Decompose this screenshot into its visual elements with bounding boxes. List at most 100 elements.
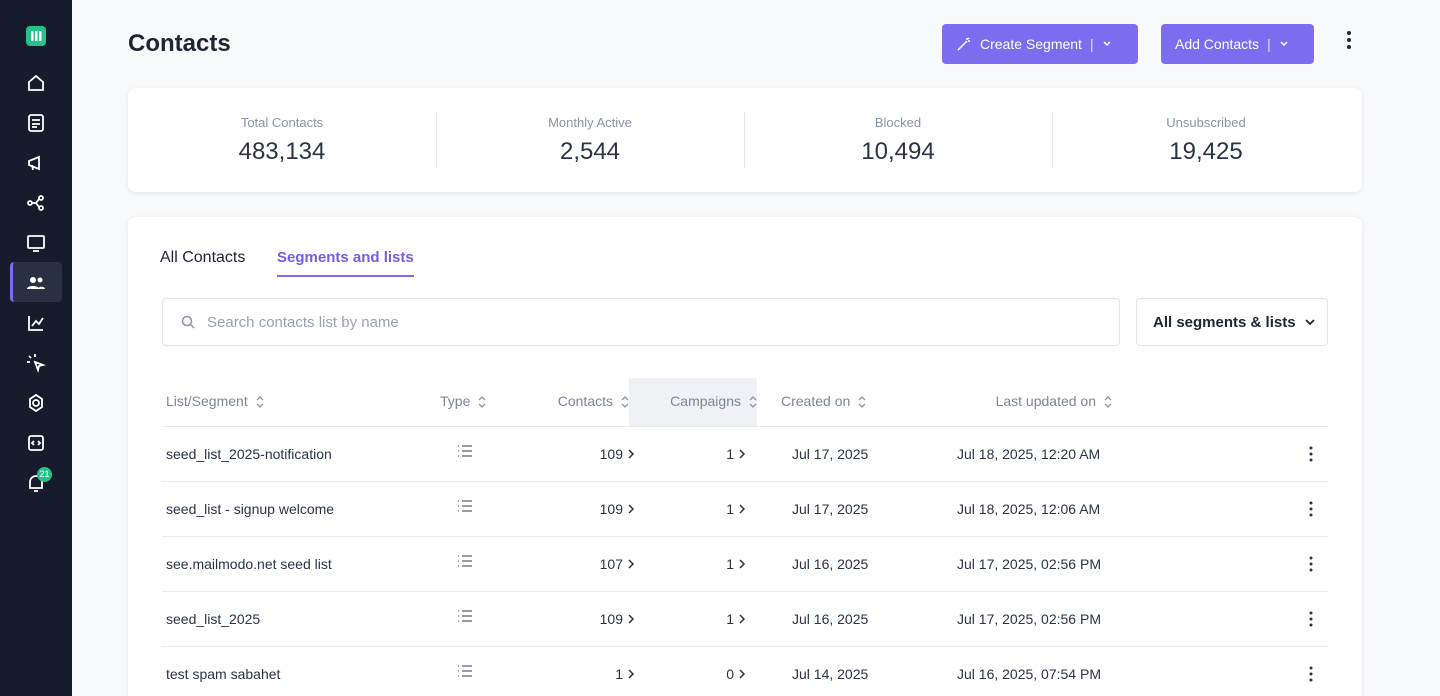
forms-icon[interactable] (26, 233, 46, 253)
header-label[interactable]: Last updated on (995, 393, 1096, 409)
updated-on: Jul 16, 2025, 07:54 PM (957, 666, 1101, 682)
count[interactable]: 1 (615, 666, 623, 682)
stat-value: 19,425 (1169, 138, 1243, 165)
stat-value: 483,134 (238, 138, 326, 165)
table-row: test spam sabahet 1 0 Jul 14, 2025 Jul 16, 2… (162, 646, 1328, 696)
stat-label: Monthly Active (548, 115, 632, 130)
campaigns-count: 1 (726, 611, 746, 627)
type-icon (457, 499, 473, 516)
page-title: Contacts (128, 30, 231, 57)
column-header: Type (440, 393, 486, 409)
filter-label: All segments & lists (1153, 313, 1296, 331)
list-name: test spam sabahet (166, 666, 281, 682)
stat-label: Unsubscribed (1166, 115, 1246, 130)
count[interactable]: 1 (726, 556, 734, 572)
header-label[interactable]: Type (440, 393, 471, 409)
row-menu[interactable] (1308, 556, 1314, 575)
stat: Unsubscribed 19,425 (1052, 88, 1360, 192)
updated-on: Jul 17, 2025, 02:56 PM (957, 556, 1101, 572)
list-name: seed_list_2025-notification (166, 446, 332, 462)
notification-badge: 21 (37, 467, 52, 482)
header-label[interactable]: Campaigns (670, 393, 741, 409)
divider (436, 112, 437, 168)
column-header: Campaigns (670, 393, 757, 409)
stat-value: 2,544 (559, 138, 621, 165)
table-row: seed_list - signup welcome 109 1 Jul 17, 20… (162, 481, 1328, 536)
campaigns-icon[interactable] (26, 153, 46, 173)
lists-card: All Contacts Segments and lists Search c… (128, 217, 1362, 696)
count[interactable]: 109 (599, 501, 623, 517)
list-name: seed_list - signup welcome (166, 501, 335, 517)
header-label[interactable]: Contacts (557, 393, 613, 409)
count[interactable]: 1 (726, 611, 734, 627)
table-row: see.mailmodo.net seed list 107 1 Jul 16, 20… (162, 536, 1328, 591)
notifications-icon[interactable] (26, 473, 46, 493)
analytics-icon[interactable] (26, 313, 46, 333)
filter-dropdown[interactable]: All segments & lists (1136, 298, 1328, 346)
campaigns-count: 0 (726, 666, 746, 682)
row-menu[interactable] (1308, 666, 1314, 685)
count[interactable]: 0 (726, 666, 734, 682)
search-box[interactable]: Search contacts list by name (162, 298, 1120, 346)
updated-on: Jul 18, 2025, 12:06 AM (957, 501, 1101, 517)
stat-label: Total Contacts (240, 115, 324, 130)
stat-label: Blocked (874, 115, 922, 130)
settings-icon[interactable] (26, 393, 46, 413)
created-on: Jul 14, 2025 (792, 666, 869, 682)
more-menu[interactable] (1342, 30, 1356, 52)
tab-active[interactable]: Segments and lists (277, 249, 414, 277)
updated-on: Jul 18, 2025, 12:20 AM (957, 446, 1101, 462)
row-menu[interactable] (1308, 446, 1314, 465)
search-placeholder: Search contacts list by name (207, 314, 399, 331)
contacts-count: 107 (600, 556, 635, 572)
count[interactable]: 107 (599, 556, 623, 572)
home-icon[interactable] (26, 73, 46, 93)
type-icon (457, 554, 473, 571)
row-menu[interactable] (1308, 501, 1314, 520)
integrations-icon[interactable] (26, 433, 46, 453)
created-on: Jul 17, 2025 (792, 501, 869, 517)
campaigns-count: 1 (726, 556, 746, 572)
created-on: Jul 17, 2025 (792, 446, 869, 462)
column-header: List/Segment (166, 393, 264, 409)
contacts-icon[interactable] (26, 273, 46, 293)
button-label: Create Segment (980, 36, 1082, 52)
count[interactable]: 109 (599, 446, 623, 462)
templates-icon[interactable] (26, 113, 46, 133)
list-name: see.mailmodo.net seed list (166, 556, 332, 572)
count[interactable]: 1 (726, 501, 734, 517)
journeys-icon[interactable] (26, 193, 46, 213)
add-contacts-button[interactable]: Add Contacts | (1161, 24, 1314, 64)
stat: Blocked 10,494 (744, 88, 1052, 192)
column-header: Contacts (558, 393, 629, 409)
divider (1052, 112, 1053, 168)
created-on: Jul 16, 2025 (792, 556, 869, 572)
type-icon (457, 609, 473, 626)
campaigns-count: 1 (726, 501, 746, 517)
campaigns-count: 1 (726, 446, 746, 462)
sorted-column-highlight (629, 378, 757, 426)
header-label[interactable]: Created on (781, 393, 851, 409)
header-label[interactable]: List/Segment (166, 393, 248, 409)
stat: Total Contacts 483,134 (128, 88, 436, 192)
tracking-icon[interactable] (26, 353, 46, 373)
stats-card: Total Contacts 483,134 Monthly Active 2,544… (128, 88, 1362, 192)
divider (744, 112, 745, 168)
active-nav[interactable] (10, 262, 62, 302)
count[interactable]: 109 (599, 611, 623, 627)
logo[interactable] (26, 26, 46, 46)
count[interactable]: 1 (726, 446, 734, 462)
column-header: Last updated on (996, 393, 1112, 409)
contacts-count: 109 (600, 446, 635, 462)
created-on: Jul 16, 2025 (792, 611, 869, 627)
button-label: Add Contacts (1175, 36, 1260, 52)
create-segment-button[interactable]: Create Segment | (942, 24, 1138, 64)
stat-value: 10,494 (861, 138, 935, 165)
type-icon (457, 664, 473, 681)
table-row: seed_list_2025-notification 109 1 Jul 17, 2… (162, 426, 1328, 481)
tab[interactable]: All Contacts (160, 249, 246, 266)
contacts-count: 1 (615, 666, 635, 682)
row-menu[interactable] (1308, 611, 1314, 630)
updated-on: Jul 17, 2025, 02:56 PM (957, 611, 1101, 627)
